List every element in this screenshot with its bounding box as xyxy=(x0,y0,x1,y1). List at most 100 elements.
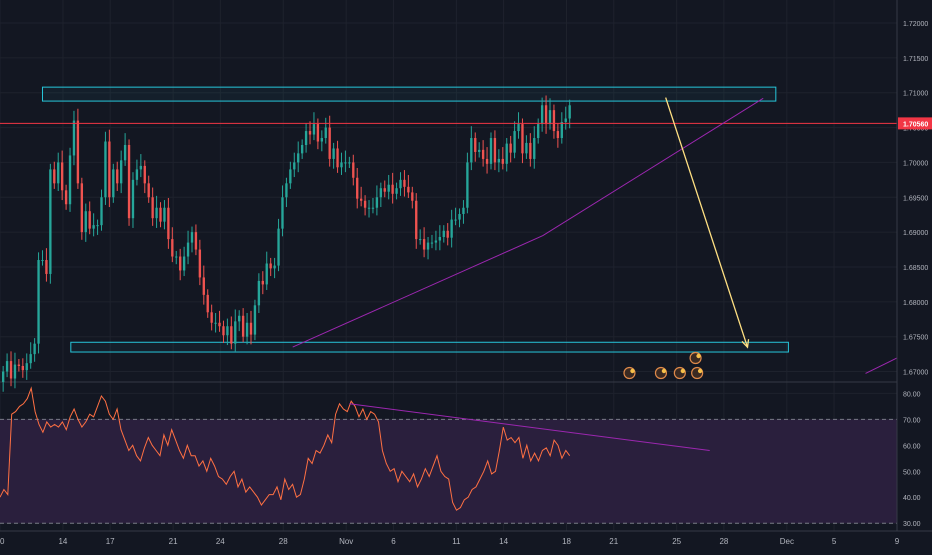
rsi-tick-label: 50.00 xyxy=(903,469,921,476)
candle xyxy=(344,162,347,164)
candle xyxy=(1,371,5,382)
candle xyxy=(430,242,434,244)
price-tick-label: 1.70000 xyxy=(903,160,928,167)
price-tick-label: 1.68500 xyxy=(903,265,928,272)
candle xyxy=(163,207,166,222)
candle xyxy=(60,162,64,191)
candle xyxy=(442,230,445,238)
candle xyxy=(556,131,560,139)
price-axis-panel xyxy=(897,0,932,550)
candle xyxy=(9,361,13,379)
time-tick-label: 17 xyxy=(106,537,115,546)
candle xyxy=(332,148,335,159)
candle xyxy=(454,219,457,221)
candle xyxy=(68,155,72,205)
candle xyxy=(281,197,284,229)
candle xyxy=(57,162,60,184)
candle xyxy=(96,225,99,227)
candle xyxy=(446,230,449,238)
candle xyxy=(509,143,512,153)
candle xyxy=(367,207,371,209)
candle xyxy=(206,294,209,313)
candle xyxy=(548,110,552,125)
candle xyxy=(80,183,84,233)
candle xyxy=(293,162,296,170)
candle xyxy=(485,158,489,164)
candle xyxy=(5,361,9,372)
candle xyxy=(481,149,485,159)
candle xyxy=(544,105,548,125)
candle xyxy=(379,188,383,198)
candle xyxy=(84,211,87,233)
event-marker-badge-icon xyxy=(697,368,703,374)
candle xyxy=(64,190,68,205)
candle xyxy=(182,256,186,271)
down-arrow-head[interactable] xyxy=(741,339,750,349)
support-zone[interactable] xyxy=(70,341,789,353)
candle xyxy=(304,131,308,145)
rsi-tick-label: 60.00 xyxy=(903,443,921,450)
rsi-tick-label: 80.00 xyxy=(903,391,921,398)
candle xyxy=(297,153,300,163)
candle xyxy=(308,131,312,135)
time-tick-label: Nov xyxy=(339,537,353,546)
candle xyxy=(245,322,249,337)
candle xyxy=(517,124,520,132)
candle xyxy=(560,121,563,139)
candle xyxy=(403,179,406,187)
candle xyxy=(285,183,288,198)
candle xyxy=(336,148,339,168)
candle xyxy=(167,207,170,240)
candle xyxy=(391,184,394,194)
rsi-background-band xyxy=(0,419,897,524)
drawing-zones[interactable] xyxy=(41,86,789,353)
candle xyxy=(328,127,331,159)
candle xyxy=(415,200,418,240)
candle xyxy=(277,228,280,266)
time-tick-label: 6 xyxy=(391,537,396,546)
candle xyxy=(261,280,264,285)
down-arrow-line[interactable] xyxy=(665,97,749,348)
rsi-tick-label: 70.00 xyxy=(903,417,921,424)
time-tick-label: 18 xyxy=(562,537,571,546)
price-tick-label: 1.71500 xyxy=(903,56,928,63)
candle xyxy=(348,162,351,164)
candle xyxy=(399,179,402,189)
candle xyxy=(222,326,225,336)
candle xyxy=(241,315,245,337)
candle xyxy=(418,239,422,241)
candle xyxy=(131,179,135,219)
time-tick-label: 14 xyxy=(499,537,508,546)
event-marker-badge-icon xyxy=(661,368,667,374)
candle xyxy=(37,260,40,344)
time-tick-label: 9 xyxy=(895,537,900,546)
candle xyxy=(537,124,540,139)
candle xyxy=(462,207,465,215)
candle xyxy=(356,177,359,199)
candle xyxy=(76,120,80,184)
candle xyxy=(300,144,304,154)
candle xyxy=(359,198,363,201)
candle xyxy=(312,124,316,135)
candle xyxy=(198,249,202,278)
resistance-zone[interactable] xyxy=(41,86,777,102)
candle xyxy=(407,186,410,193)
time-tick-label: 5 xyxy=(832,537,837,546)
rsi-trendline[interactable] xyxy=(349,403,710,452)
candle xyxy=(505,143,508,164)
candle xyxy=(41,260,44,262)
time-tick-label: 28 xyxy=(719,537,728,546)
lower-trendline[interactable] xyxy=(865,357,898,374)
ascending-trendline[interactable] xyxy=(292,97,764,348)
event-marker-badge-icon xyxy=(630,368,635,374)
candle xyxy=(139,165,143,170)
candle xyxy=(143,165,146,184)
candle xyxy=(92,225,95,229)
candle xyxy=(426,242,430,250)
candle xyxy=(104,141,107,198)
drawing-lines[interactable] xyxy=(292,97,898,452)
candle xyxy=(218,322,221,327)
candle xyxy=(226,326,229,336)
